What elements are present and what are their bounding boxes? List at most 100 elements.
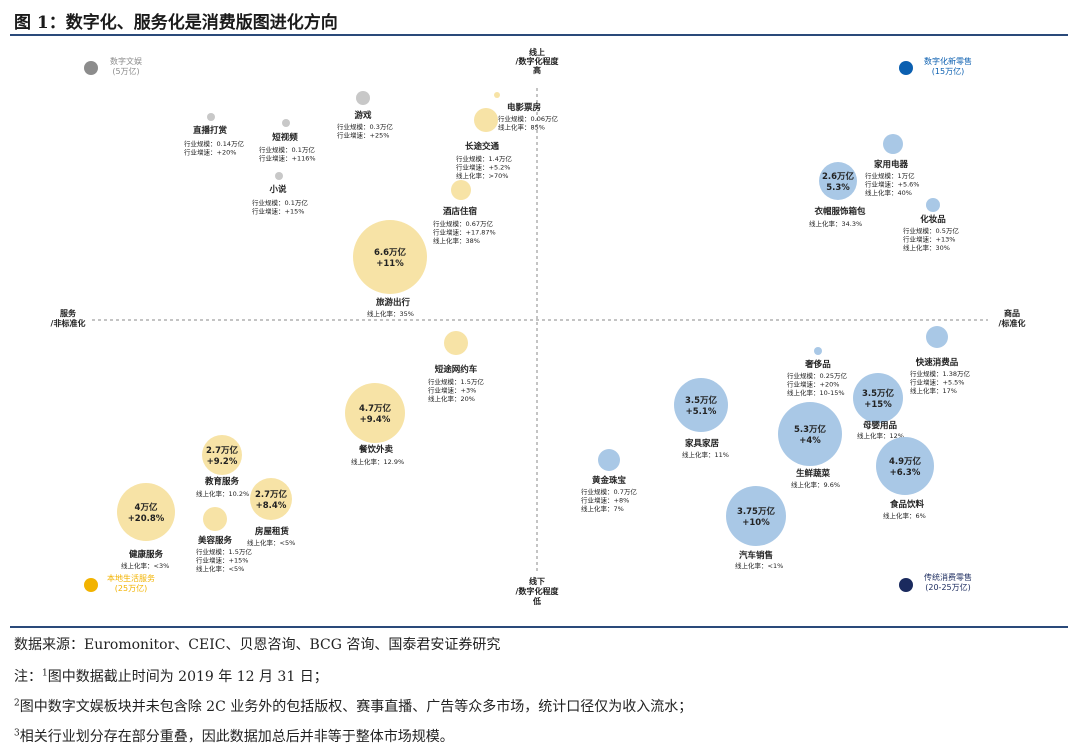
bubble-circle bbox=[494, 92, 500, 98]
bubble-detail-text: 行业增速：+5.5% bbox=[910, 378, 964, 387]
bubble-detail-text: 线上化率：9.6% bbox=[791, 480, 840, 489]
axis-label-bottom: 线下 bbox=[529, 576, 545, 586]
axis-label-top: 高 bbox=[533, 65, 541, 75]
bubble-detail-text: 线上化率：<3% bbox=[121, 561, 169, 570]
bubble-circle bbox=[353, 220, 427, 294]
bubble-value-text: 5.3万亿 bbox=[794, 424, 827, 435]
bubble-value-text: 3.75万亿 bbox=[737, 506, 775, 517]
bubble-circle bbox=[202, 435, 242, 475]
bubble-value-text: +5.1% bbox=[686, 407, 717, 417]
axis-label-right: /标准化 bbox=[999, 318, 1026, 328]
bubble-circle bbox=[356, 91, 370, 105]
bubble-detail-text: 行业增速：+13% bbox=[903, 235, 955, 244]
axis-label-right: 商品 bbox=[1004, 308, 1020, 318]
bubble-value-text: 2.7万亿 bbox=[255, 489, 288, 500]
bubble-circle bbox=[876, 437, 934, 495]
bubble-name-label: 短视频 bbox=[272, 132, 298, 143]
top-rule bbox=[10, 34, 1068, 36]
bubble-circle bbox=[778, 402, 842, 466]
bubble-detail-text: 行业增速：+20% bbox=[184, 148, 236, 157]
bubble-detail-text: 线上化率：>70% bbox=[456, 171, 508, 180]
bubble-circle bbox=[451, 180, 471, 200]
bubble-circle bbox=[819, 162, 857, 200]
bubble-name-label: 汽车销售 bbox=[739, 550, 773, 561]
bubble-value-text: +9.2% bbox=[207, 457, 238, 467]
bubble-circle bbox=[275, 172, 283, 180]
bubble-name-label: 食品饮料 bbox=[890, 499, 925, 510]
axis-label-top: /数字化程度 bbox=[516, 56, 560, 66]
bubble-detail-text: 线上化率：40% bbox=[865, 188, 912, 197]
bubble-detail-text: 行业增速：+3% bbox=[428, 386, 476, 395]
bubble-circle bbox=[203, 507, 227, 531]
bubble-name-label: 家具家居 bbox=[685, 438, 720, 449]
bubble-detail-text: 线上化率：<5% bbox=[196, 564, 244, 573]
legend-marker-top-right bbox=[899, 61, 913, 75]
bubble-name-label: 电影票房 bbox=[507, 102, 541, 113]
bubble-value-text: +6.3% bbox=[890, 468, 921, 478]
bubble-detail-text: 线上化率：30% bbox=[903, 243, 950, 252]
bubble-detail-text: 行业规模：1.38万亿 bbox=[910, 369, 970, 378]
bubble-detail-text: 行业增速：+15% bbox=[252, 207, 304, 216]
legend-marker-bottom-right bbox=[899, 578, 913, 592]
bubble-name-label: 家用电器 bbox=[874, 159, 909, 170]
bubble-detail-text: 行业规模：0.3万亿 bbox=[337, 122, 393, 131]
bubble-detail-text: 线上化率：85% bbox=[498, 123, 545, 132]
footnote-1: 注：1图中数据截止时间为 2019 年 12 月 31 日； bbox=[14, 668, 328, 685]
bubble-detail-text: 线上化率：38% bbox=[433, 236, 480, 245]
bubble-detail-text: 行业规模：0.25万亿 bbox=[787, 371, 847, 380]
bubble-name-label: 快速消费品 bbox=[916, 357, 959, 368]
bubble-detail-text: 行业规模：1万亿 bbox=[865, 171, 915, 180]
bubble-detail-text: 行业增速：+8% bbox=[581, 496, 629, 505]
legend-label-top-left: 数字文娱 bbox=[110, 56, 142, 66]
bubble-detail-text: 行业规模：0.7万亿 bbox=[581, 487, 637, 496]
figure-title: 图 1：数字化、服务化是消费版图进化方向 bbox=[14, 13, 338, 33]
legend-label-top-left: (5万亿) bbox=[112, 66, 139, 76]
bubble-value-text: 6.6万亿 bbox=[374, 247, 407, 258]
bubble-detail-text: 线上化率：34.3% bbox=[809, 219, 862, 228]
bubble-detail-text: 行业增速：+25% bbox=[337, 131, 389, 140]
bubble-name-label: 餐饮外卖 bbox=[358, 444, 394, 455]
legend-label-bottom-right: (20-25万亿) bbox=[925, 582, 971, 592]
bubble-name-label: 黄金珠宝 bbox=[592, 475, 627, 486]
bubble-circle bbox=[674, 378, 728, 432]
bubble-value-text: 4万亿 bbox=[135, 502, 158, 513]
bubble-detail-text: 线上化率：35% bbox=[367, 309, 414, 318]
bubble-detail-text: 行业规模：1.5万亿 bbox=[196, 547, 252, 556]
bubble-detail-text: 行业增速：+116% bbox=[259, 154, 316, 163]
bubble-detail-text: 线上化率：6% bbox=[883, 511, 926, 520]
bubble-circle bbox=[814, 347, 822, 355]
bubble-circle bbox=[926, 198, 940, 212]
axis-label-left: 服务 bbox=[60, 308, 77, 318]
bubble-name-label: 短途网约车 bbox=[435, 364, 478, 375]
bubble-value-text: 2.6万亿 bbox=[822, 171, 855, 182]
bubble-detail-text: 行业增速：+17.87% bbox=[433, 228, 496, 237]
bubble-value-text: +9.4% bbox=[360, 415, 391, 425]
bubble-detail-text: 行业规模：0.14万亿 bbox=[184, 139, 244, 148]
bubble-value-text: +15% bbox=[864, 400, 892, 410]
legend-label-bottom-right: 传统消费零售 bbox=[924, 572, 972, 582]
bubble-value-text: 3.5万亿 bbox=[862, 388, 895, 399]
bubble-detail-text: 行业增速：+15% bbox=[196, 556, 248, 565]
bubble-name-label: 奢侈品 bbox=[804, 359, 831, 370]
footnote-2: 2图中数字文娱板块并未包含除 2C 业务外的包括版权、赛事直播、广告等众多市场，… bbox=[14, 698, 693, 715]
bubble-name-label: 游戏 bbox=[354, 110, 372, 121]
bubble-circle bbox=[474, 108, 498, 132]
bubble-value-text: +10% bbox=[742, 518, 770, 528]
legend-label-top-right: (15万亿) bbox=[932, 66, 964, 76]
bubble-value-text: 2.7万亿 bbox=[206, 445, 239, 456]
bubble-detail-text: 行业规模：1.5万亿 bbox=[428, 377, 484, 386]
